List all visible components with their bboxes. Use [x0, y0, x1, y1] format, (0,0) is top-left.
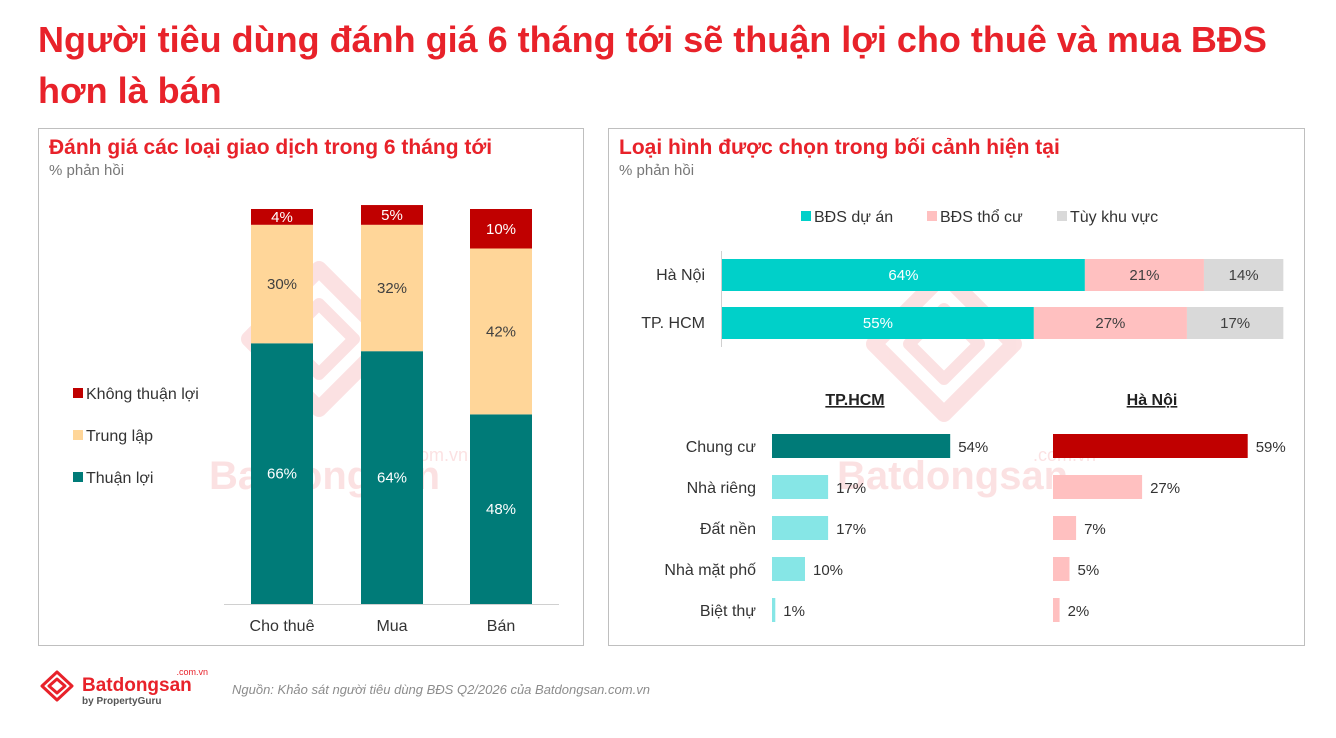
data-label: 27% — [1095, 315, 1125, 332]
data-label: 10% — [486, 221, 516, 238]
legend-swatch-bds-tho-cu — [927, 211, 937, 221]
legend-label: Tùy khu vực — [1070, 209, 1158, 226]
batdongsan-logo: Batdongsan .com.vn by PropertyGuru — [40, 667, 208, 707]
logo-domain: .com.vn — [176, 667, 208, 677]
data-label: 2% — [1068, 603, 1090, 620]
data-label: 48% — [486, 501, 516, 518]
bar-ha-noi-biet-thu — [1053, 598, 1060, 622]
panel-transaction-assessment: Đánh giá các loại giao dịch trong 6 thán… — [38, 128, 584, 646]
data-label: 30% — [267, 276, 297, 293]
bar-segment-tp-hcm-tuy-khu-vuc — [1186, 307, 1284, 339]
bar-tp-hcm-nha-mat-pho — [772, 557, 805, 581]
data-label: 4% — [271, 209, 293, 226]
bar-segment-mua-thuan-loi — [361, 351, 423, 604]
horizontal-bar-charts: Batdongsan.com.vn BĐS dự án BĐS thổ cư Tùy … — [641, 208, 1286, 622]
bar-tp-hcm-dat-nen — [772, 516, 829, 540]
data-label: 54% — [958, 439, 988, 456]
data-label: 64% — [377, 470, 407, 487]
logo-house-icon — [40, 670, 74, 702]
legend-swatch-thuan-loi — [73, 472, 83, 482]
data-label: 59% — [1256, 439, 1286, 456]
legend-label: Không thuận lợi — [86, 386, 199, 403]
bar-segment-ha-noi-bds-tho-cu — [1084, 259, 1204, 291]
data-label: 14% — [1229, 267, 1259, 284]
bar-tp-hcm-chung-cu — [772, 434, 951, 458]
data-label: 55% — [863, 315, 893, 332]
bar-segment-tp-hcm-bds-du-an — [722, 307, 1034, 339]
legend-label: Trung lập — [86, 428, 153, 445]
panel-property-type: Loại hình được chọn trong bối cảnh hiện … — [608, 128, 1305, 646]
legend-label: Thuận lợi — [86, 470, 153, 487]
data-label: 17% — [836, 480, 866, 497]
bar-ha-noi-chung-cu — [1053, 434, 1248, 458]
x-tick-label: Mua — [376, 618, 407, 635]
data-label: 1% — [783, 603, 805, 620]
bar-segment-tp-hcm-bds-tho-cu — [1033, 307, 1187, 339]
legend-swatch-tuy-khu-vuc — [1057, 211, 1067, 221]
data-label: 32% — [377, 280, 407, 297]
bar-segment-mua-khong-thuan-loi — [361, 205, 423, 225]
bar-tp-hcm-nha-rieng — [772, 475, 829, 499]
y-tick-label: Chung cư — [686, 439, 757, 456]
y-tick-label: TP. HCM — [641, 315, 705, 332]
data-label: 5% — [1078, 562, 1100, 579]
watermark-house-icon — [866, 266, 1022, 422]
legend-label: BĐS thổ cư — [940, 208, 1023, 226]
y-tick-label: Nhà mặt phố — [664, 562, 756, 579]
watermark-wordmark: Batdongsan — [837, 454, 1068, 498]
bar-segment-ha-noi-tuy-khu-vuc — [1203, 259, 1284, 291]
bar-segment-ha-noi-bds-du-an — [722, 259, 1085, 291]
y-tick-label: Nhà riêng — [687, 480, 756, 497]
watermark: Batdongsan.com.vn — [837, 266, 1096, 498]
data-label: 66% — [267, 466, 297, 483]
page-title: Người tiêu dùng đánh giá 6 tháng tới sẽ … — [38, 19, 1267, 111]
bar-tp-hcm-biet-thu — [772, 598, 776, 622]
bar-segment-mua-trung-lap — [361, 224, 423, 352]
y-tick-label: Biệt thự — [700, 603, 756, 620]
watermark: Batdongsan.com.vn — [209, 261, 468, 498]
bar-ha-noi-nha-mat-pho — [1053, 557, 1070, 581]
y-tick-label: Hà Nội — [656, 267, 705, 284]
data-label: 42% — [486, 323, 516, 340]
legend-swatch-khong-thuan-loi — [73, 388, 83, 398]
data-label: 5% — [381, 207, 403, 224]
bar-ha-noi-nha-rieng — [1053, 475, 1143, 499]
x-tick-label: Bán — [487, 618, 515, 635]
data-label: 27% — [1150, 480, 1180, 497]
bar-segment-cho-thue-thuan-loi — [251, 343, 313, 604]
subchart-title-tp-hcm: TP.HCM — [825, 392, 884, 409]
bar-ha-noi-dat-nen — [1053, 516, 1077, 540]
data-label: 17% — [836, 521, 866, 538]
bar-segment-cho-thue-khong-thuan-loi — [251, 209, 313, 225]
source-note: Nguồn: Khảo sát người tiêu dùng BĐS Q2/2… — [232, 682, 650, 697]
logo-wordmark: Batdongsan — [82, 675, 192, 696]
bar-segment-ban-khong-thuan-loi — [470, 209, 532, 249]
left-panel-title: Đánh giá các loại giao dịch trong 6 thán… — [49, 136, 493, 159]
data-label: 21% — [1129, 267, 1159, 284]
left-panel-subtitle: % phản hồi — [49, 162, 125, 179]
bar-segment-ban-trung-lap — [470, 248, 532, 415]
bar-segment-ban-thuan-loi — [470, 414, 532, 604]
right-panel-title: Loại hình được chọn trong bối cảnh hiện … — [619, 136, 1060, 159]
data-label: 10% — [813, 562, 843, 579]
subchart-title-ha-noi: Hà Nội — [1127, 392, 1178, 409]
bar-segment-cho-thue-trung-lap — [251, 224, 313, 344]
x-tick-label: Cho thuê — [250, 618, 315, 635]
legend-swatch-bds-du-an — [801, 211, 811, 221]
data-label: 7% — [1084, 521, 1106, 538]
data-label: 17% — [1220, 315, 1250, 332]
right-panel-subtitle: % phản hồi — [619, 162, 695, 179]
logo-tagline: by PropertyGuru — [82, 696, 161, 707]
data-label: 64% — [888, 267, 918, 284]
legend-swatch-trung-lap — [73, 430, 83, 440]
y-tick-label: Đất nền — [700, 521, 756, 538]
legend-label: BĐS dự án — [814, 209, 893, 226]
